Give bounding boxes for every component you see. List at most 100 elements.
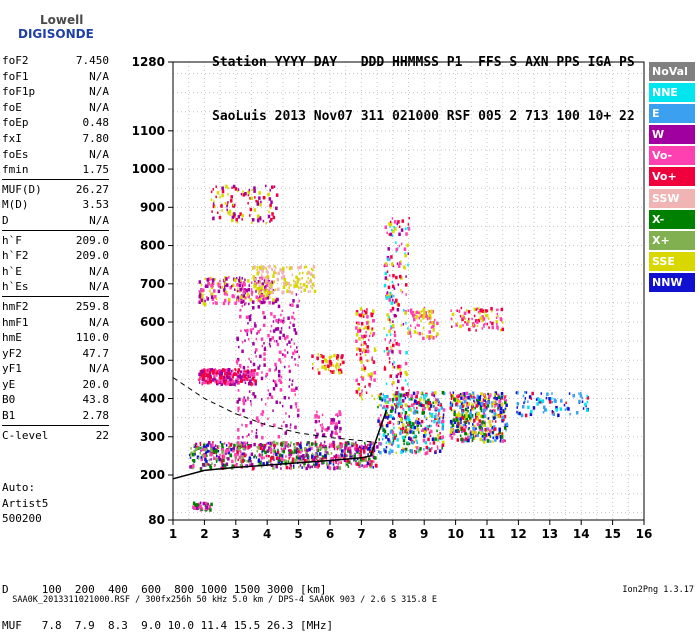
echo-point — [218, 215, 222, 220]
echo-point — [280, 443, 284, 447]
echo-point — [501, 327, 505, 332]
echo-point — [395, 391, 398, 395]
echo-point — [236, 379, 239, 382]
echo-point — [483, 423, 486, 428]
echo-point — [466, 322, 469, 326]
echo-point — [482, 412, 486, 417]
echo-point — [501, 439, 504, 443]
echo-point — [307, 271, 311, 275]
echo-point — [395, 397, 399, 401]
echo-point — [419, 311, 421, 314]
echo-point — [419, 447, 422, 451]
echo-point — [482, 440, 486, 444]
echo-point — [497, 308, 499, 312]
echo-point — [473, 437, 476, 441]
echo-point — [397, 444, 400, 448]
echo-point — [366, 314, 369, 319]
echo-point — [450, 397, 453, 400]
echo-point — [242, 398, 245, 403]
echo-point — [413, 425, 417, 430]
echo-point — [349, 453, 351, 456]
echo-point — [423, 430, 427, 435]
echo-point — [339, 412, 342, 417]
echo-point — [356, 462, 359, 466]
param-name: h`F2 — [2, 249, 29, 263]
echo-point — [319, 444, 322, 448]
echo-point — [293, 317, 296, 321]
echo-point — [207, 368, 210, 373]
echo-point — [294, 331, 298, 335]
echo-point — [378, 403, 380, 407]
echo-point — [285, 281, 289, 286]
echo-point — [385, 445, 388, 449]
legend-x-: X- — [649, 209, 695, 229]
echo-point — [239, 314, 242, 319]
echo-point — [339, 363, 342, 366]
echo-point — [206, 277, 209, 282]
echo-point — [277, 321, 280, 324]
echo-point — [498, 430, 502, 435]
echo-point — [249, 207, 253, 212]
echo-point — [333, 371, 336, 374]
echo-point — [274, 265, 276, 268]
echo-point — [265, 293, 269, 297]
echo-point — [408, 414, 411, 417]
echo-point — [429, 402, 432, 406]
echo-point — [262, 300, 265, 303]
echo-point — [389, 333, 392, 336]
param-name: h`E — [2, 264, 22, 278]
echo-point — [335, 413, 337, 417]
echo-point — [409, 425, 413, 429]
echo-point — [258, 284, 261, 289]
echo-point — [471, 435, 473, 439]
echo-point — [395, 341, 398, 346]
echo-point — [460, 306, 463, 310]
echo-point — [417, 449, 421, 453]
echo-point — [369, 462, 372, 467]
echo-point — [338, 370, 341, 375]
echo-point — [203, 302, 207, 307]
echo-point — [289, 463, 292, 466]
echo-point — [415, 394, 418, 399]
echo-point — [578, 399, 581, 404]
echo-point — [442, 416, 444, 420]
echo-point — [557, 413, 560, 418]
echo-point — [246, 459, 248, 463]
echo-point — [254, 382, 257, 386]
echo-point — [241, 349, 244, 354]
echo-point — [411, 313, 415, 318]
echo-point — [361, 389, 363, 392]
muf-row: MUF 7.8 7.9 8.3 9.0 10.0 11.4 15.5 26.3 … — [2, 619, 334, 632]
echo-point — [451, 423, 455, 428]
echo-point — [463, 416, 467, 421]
echo-point — [431, 447, 433, 450]
echo-point — [214, 380, 216, 384]
echo-point — [418, 324, 420, 327]
echo-point — [203, 454, 207, 458]
echo-point — [235, 359, 239, 364]
echo-point — [320, 442, 322, 445]
x-tick-label: 1 — [169, 527, 177, 541]
echo-point — [256, 372, 259, 376]
echo-point — [239, 375, 242, 380]
echo-point — [484, 431, 487, 434]
echo-point — [236, 450, 239, 454]
echo-point — [210, 502, 213, 507]
echo-point — [303, 465, 305, 468]
echo-point — [383, 405, 386, 409]
echo-point — [361, 309, 364, 313]
echo-point — [470, 409, 472, 412]
echo-point — [290, 388, 294, 392]
echo-point — [201, 454, 205, 458]
echo-point — [278, 453, 282, 457]
echo-point — [233, 215, 236, 218]
echo-point — [464, 431, 467, 436]
echo-point — [262, 311, 265, 315]
echo-point — [259, 446, 263, 451]
echo-point — [263, 445, 266, 450]
echo-point — [471, 317, 473, 321]
echo-point — [402, 438, 406, 443]
echo-point — [449, 419, 453, 424]
echo-point — [215, 185, 217, 188]
echo-point — [477, 401, 481, 405]
